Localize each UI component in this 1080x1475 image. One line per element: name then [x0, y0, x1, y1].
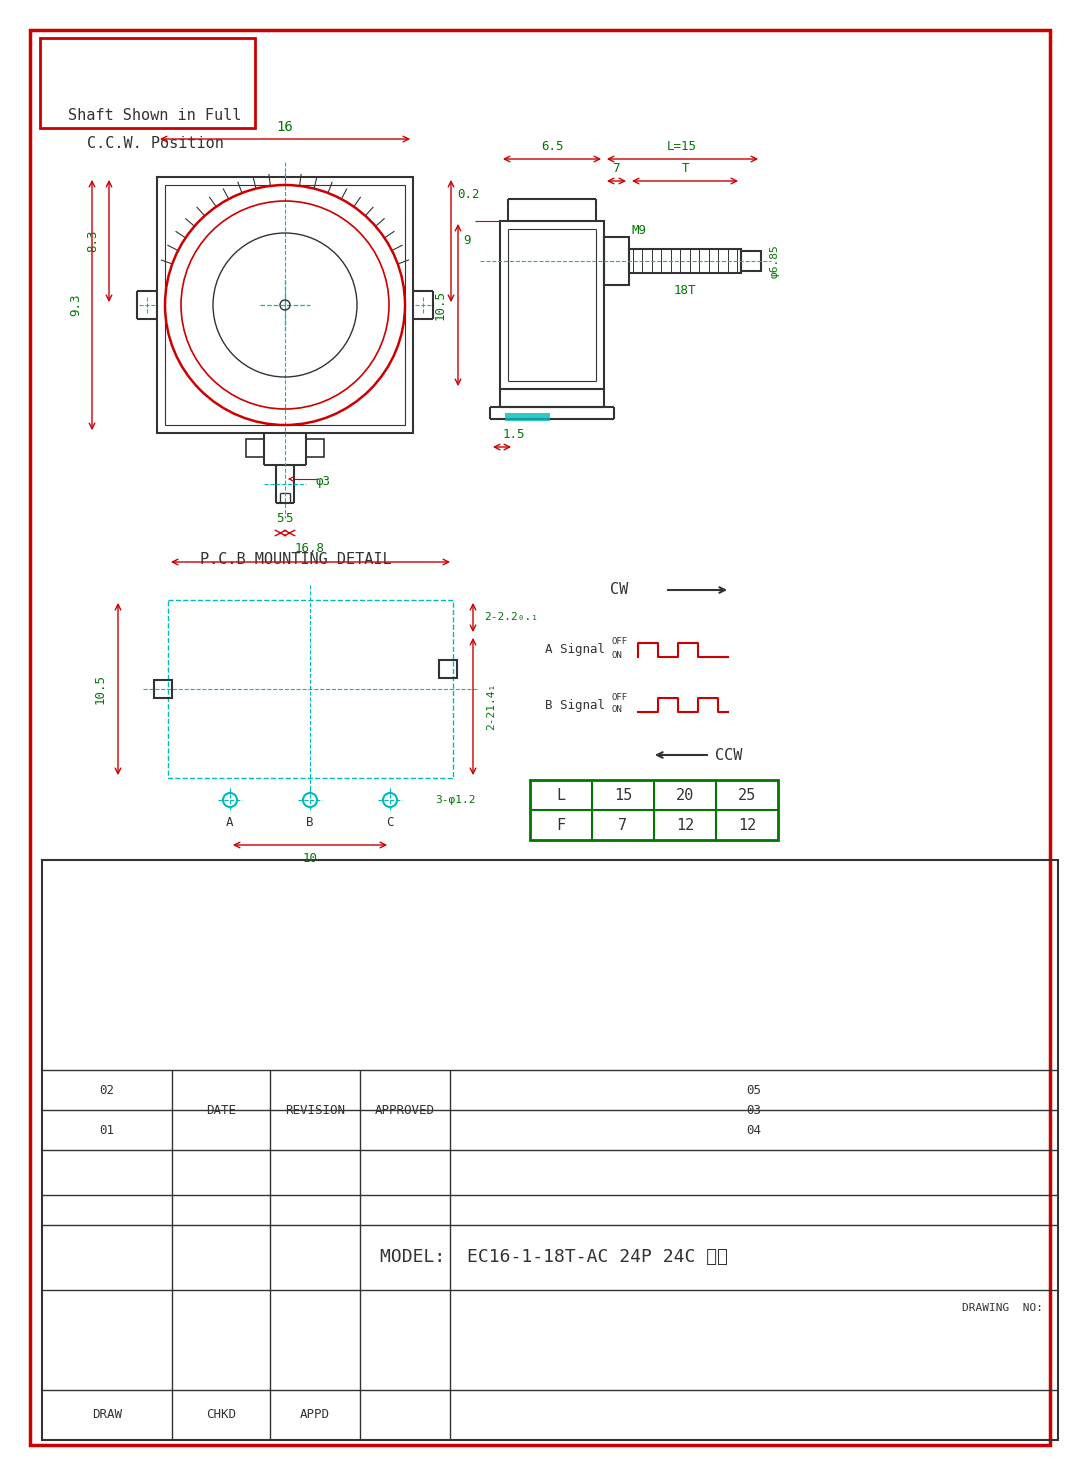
Text: 2-2.2₀.₁: 2-2.2₀.₁: [484, 612, 538, 622]
Text: B: B: [307, 816, 314, 829]
Text: 01: 01: [99, 1124, 114, 1137]
Text: 10: 10: [302, 853, 318, 866]
Text: 7: 7: [619, 817, 627, 832]
Bar: [604, 237, 629, 285]
Text: C: C: [387, 816, 394, 829]
Text: A Signal: A Signal: [545, 643, 605, 656]
Text: Shaft Shown in Full: Shaft Shown in Full: [68, 108, 242, 122]
Text: 16: 16: [276, 119, 294, 134]
Text: ON: ON: [612, 705, 623, 714]
Text: 12: 12: [738, 817, 756, 832]
Text: P.C.B MOUNTING DETAIL: P.C.B MOUNTING DETAIL: [200, 553, 392, 568]
Text: CHKD: CHKD: [206, 1409, 237, 1422]
Text: 12: 12: [676, 817, 694, 832]
Text: L=15: L=15: [667, 140, 697, 152]
Text: ON: ON: [612, 650, 623, 659]
Text: 15: 15: [613, 788, 632, 802]
Text: L: L: [556, 788, 566, 802]
Text: DRAW: DRAW: [92, 1409, 122, 1422]
Text: T: T: [681, 161, 689, 174]
Text: 7: 7: [612, 161, 620, 174]
Text: 18T: 18T: [674, 285, 697, 298]
Bar: [157, 177, 413, 434]
Text: 03: 03: [746, 1103, 761, 1117]
Text: φ6.85: φ6.85: [770, 245, 780, 277]
Text: M9: M9: [632, 224, 647, 237]
Text: DRAWING  NO:: DRAWING NO:: [962, 1302, 1043, 1313]
Text: F: F: [556, 817, 566, 832]
Text: 05: 05: [746, 1084, 761, 1096]
Bar: [42, 860, 1058, 1440]
Bar: [500, 221, 604, 389]
Bar: [505, 413, 550, 420]
Text: MODEL:  EC16-1-18T-AC 24P 24C 塑轴: MODEL: EC16-1-18T-AC 24P 24C 塑轴: [380, 1248, 728, 1266]
Text: 9: 9: [463, 235, 471, 248]
Bar: [306, 440, 324, 457]
Bar: [438, 659, 457, 679]
Text: APPROVED: APPROVED: [375, 1103, 435, 1117]
Text: 0.2: 0.2: [457, 187, 480, 201]
Bar: [154, 680, 172, 698]
Text: 1.5: 1.5: [503, 428, 525, 441]
Text: C.C.W. Position: C.C.W. Position: [86, 136, 224, 150]
Text: 02: 02: [99, 1084, 114, 1096]
Text: B Signal: B Signal: [545, 699, 605, 711]
Bar: [629, 249, 741, 273]
Text: REVISION: REVISION: [285, 1103, 345, 1117]
Text: φ3: φ3: [315, 475, 330, 488]
Text: CW: CW: [610, 583, 629, 597]
Text: A: A: [226, 816, 233, 829]
Text: 5: 5: [285, 512, 293, 525]
Bar: [530, 780, 778, 839]
Text: 10.5: 10.5: [433, 291, 446, 320]
Text: 04: 04: [746, 1124, 761, 1137]
Bar: [40, 38, 255, 128]
Text: 2-21.4₁: 2-21.4₁: [486, 683, 496, 730]
Bar: [165, 184, 405, 425]
Text: 25: 25: [738, 788, 756, 802]
Text: 10.5: 10.5: [94, 674, 107, 704]
Text: 16.8: 16.8: [295, 543, 325, 556]
Text: OFF: OFF: [612, 637, 629, 646]
Text: 8.3: 8.3: [86, 230, 99, 252]
Bar: [246, 440, 264, 457]
Text: 9.3: 9.3: [69, 294, 82, 316]
Text: APPD: APPD: [300, 1409, 330, 1422]
Text: 3-φ1.2: 3-φ1.2: [435, 795, 475, 805]
Bar: [741, 251, 761, 271]
Bar: [168, 600, 453, 777]
Text: DATE: DATE: [206, 1103, 237, 1117]
Text: CCW: CCW: [715, 748, 742, 763]
Text: 20: 20: [676, 788, 694, 802]
Text: OFF: OFF: [612, 692, 629, 702]
Text: 5: 5: [276, 512, 284, 525]
Text: 6.5: 6.5: [541, 140, 564, 152]
